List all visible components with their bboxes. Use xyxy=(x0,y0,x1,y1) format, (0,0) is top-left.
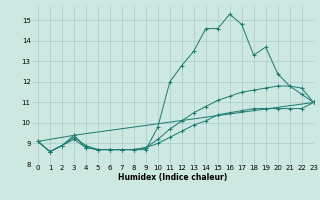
X-axis label: Humidex (Indice chaleur): Humidex (Indice chaleur) xyxy=(118,173,228,182)
